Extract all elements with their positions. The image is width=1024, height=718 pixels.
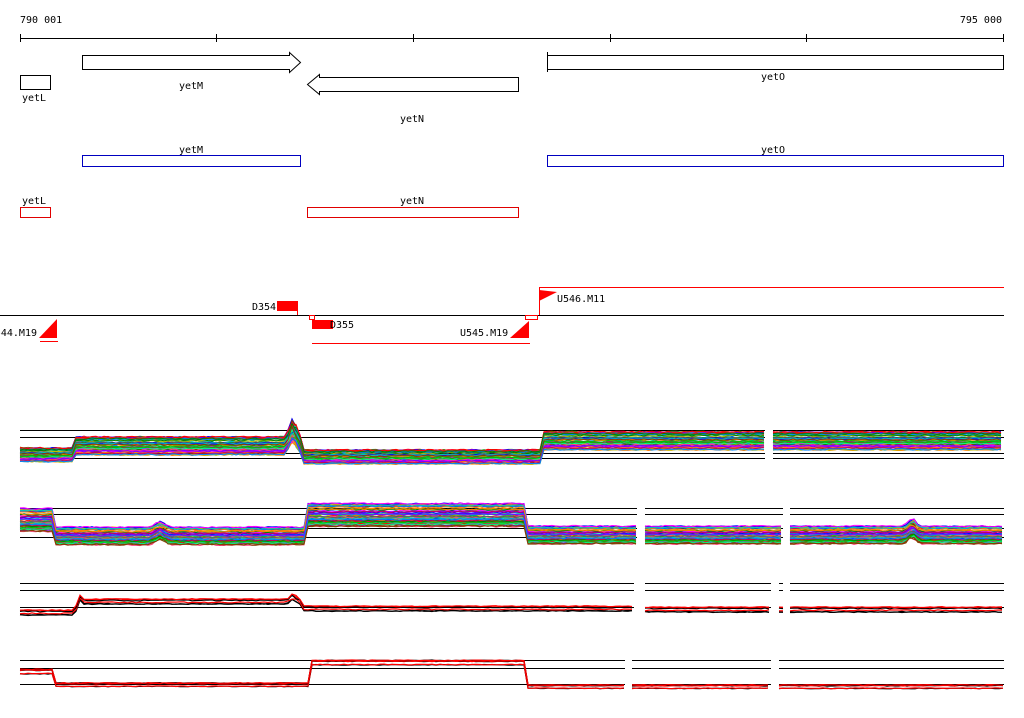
expression-profile-line [779,688,1003,689]
fwd-gene-yetO[interactable]: yetO [548,145,1004,167]
fwd-gene-yetM[interactable]: yetM [83,145,301,167]
expression-profile-line [645,612,769,613]
gene-yetL[interactable]: yetL [21,76,51,105]
feature-label: D355 [330,320,354,331]
expression-profile-line [20,660,624,685]
expression-panel-lower-summary [20,660,1004,689]
gene-label: yetM [179,81,203,92]
gene-box[interactable] [308,208,519,218]
expression-panel-lower-tiling [20,503,1004,546]
feature-mark[interactable] [39,319,57,338]
coordinate-ruler: 790 001 795 000 [20,15,1004,42]
feature-D355[interactable]: D355 [310,316,355,332]
feature-U545-M19[interactable]: U545.M19 [460,321,529,339]
expression-profile-line [645,610,769,611]
feature-D354[interactable]: D354 [252,301,298,315]
gene-label: yetO [761,145,785,156]
ruler-start-label: 790 001 [20,15,62,26]
gene-box[interactable] [83,156,301,167]
feature-mark[interactable] [277,301,298,311]
features-track: D354 D355 U546.M11 U545.M19 U544.M19 [0,287,1004,344]
expression-profile-line [790,610,1002,611]
gene-yetN[interactable]: yetN [308,75,519,126]
expression-panel-upper-summary [20,584,1004,616]
gene-label: yetM [179,145,203,156]
gene-label: yetL [22,196,46,207]
gene-box[interactable] [21,76,51,90]
rev-gene-yetN[interactable]: yetN [308,196,519,218]
feature-tick [526,316,538,320]
expression-profile-line [632,688,768,689]
reverse-arrow[interactable] [308,75,519,95]
expression-profile-line [779,608,783,609]
feature-mark[interactable] [539,290,557,301]
rev-gene-yetL[interactable]: yetL [21,196,51,218]
feature-U544-M19[interactable]: U544.M19 [0,319,58,342]
feature-label: D354 [252,302,276,313]
expression-profile-line [779,685,1003,686]
gene-box[interactable] [548,56,1004,70]
feature-label: U546.M11 [557,294,605,305]
expression-profile-line [20,660,624,685]
forward-genes-track: yetM yetO [83,145,1004,167]
feature-label: U545.M19 [460,328,508,339]
expression-panel-upper-tiling [20,419,1004,465]
gene-label: yetN [400,196,424,207]
gene-yetM[interactable]: yetM [83,53,301,93]
gene-label: yetN [400,114,424,125]
gene-label: yetL [22,93,46,104]
reverse-genes-track: yetL yetN [21,196,519,218]
gene-yetO[interactable]: yetO [548,52,1004,83]
feature-tick [310,316,315,320]
ruler-end-label: 795 000 [960,15,1002,26]
gene-label: yetO [761,72,785,83]
feature-label: U544.M19 [0,328,37,339]
annotation-track: yetL yetM yetN yetO [21,52,1004,125]
feature-mark[interactable] [510,321,529,338]
forward-arrow[interactable] [83,53,301,73]
feature-U546-M11[interactable]: U546.M11 [526,287,606,320]
gene-box[interactable] [548,156,1004,167]
expression-profile-line [790,612,1002,613]
gene-box[interactable] [21,208,51,218]
